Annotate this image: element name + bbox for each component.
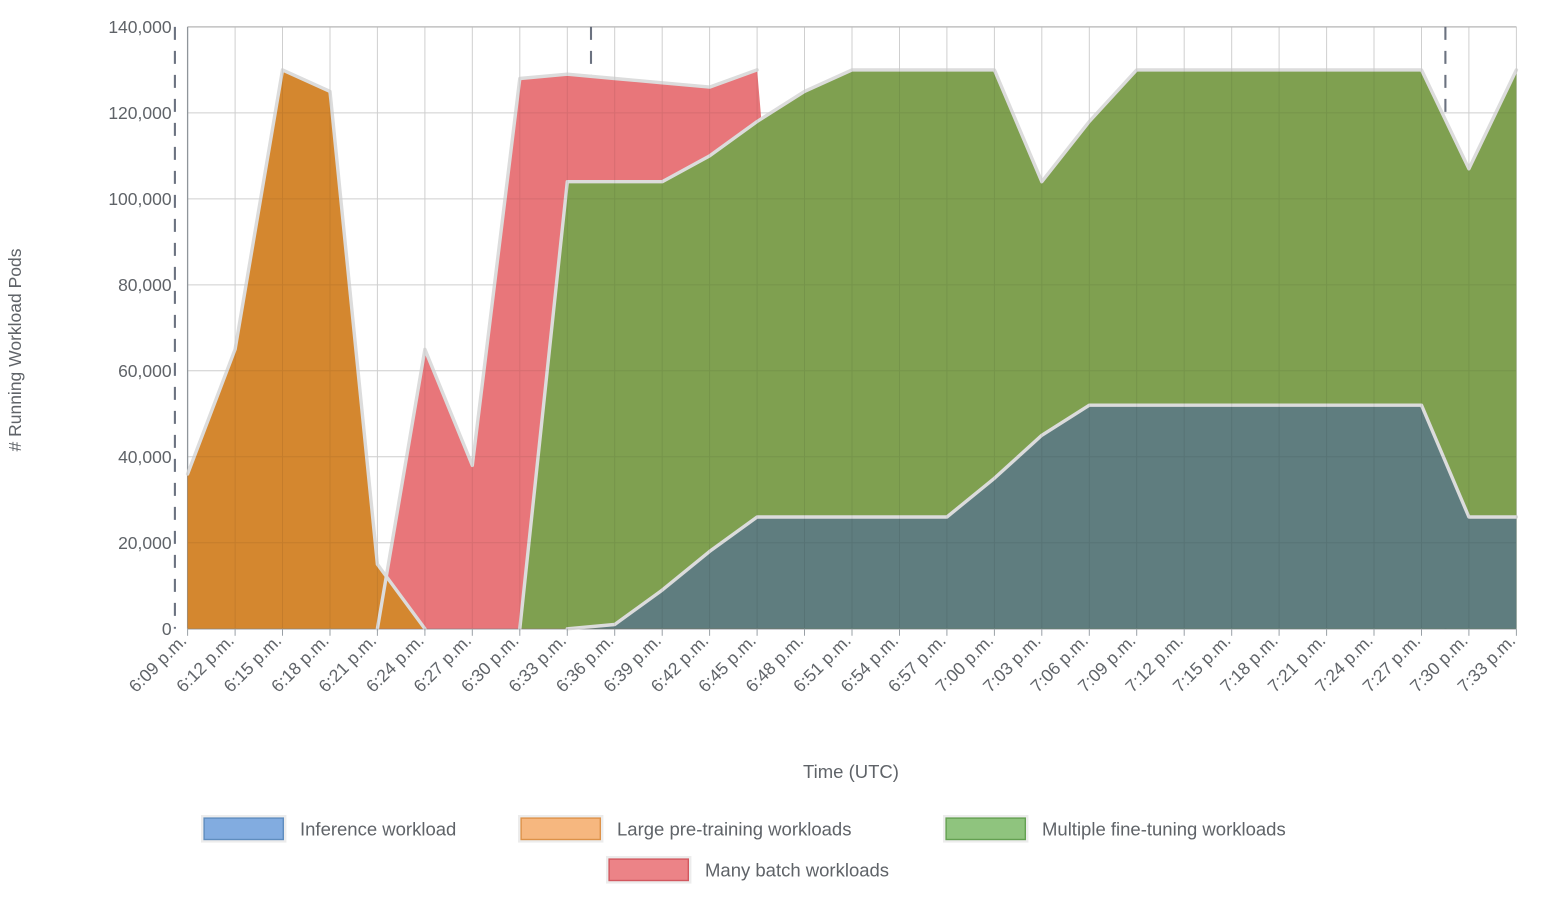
svg-text:20,000: 20,000 [118, 533, 172, 553]
svg-text:140,000: 140,000 [108, 17, 172, 37]
svg-text:0: 0 [162, 619, 172, 639]
svg-text:Inference workload: Inference workload [300, 819, 456, 840]
svg-text:Multiple fine-tuning workloads: Multiple fine-tuning workloads [1042, 819, 1286, 840]
svg-text:# Running Workload Pods: # Running Workload Pods [5, 248, 25, 451]
svg-text:120,000: 120,000 [108, 103, 172, 123]
svg-text:100,000: 100,000 [108, 189, 172, 209]
svg-text:80,000: 80,000 [118, 275, 172, 295]
svg-text:Large pre-training workloads: Large pre-training workloads [617, 819, 851, 840]
svg-text:Time (UTC): Time (UTC) [803, 761, 899, 782]
svg-text:Many batch workloads: Many batch workloads [705, 860, 889, 881]
svg-text:60,000: 60,000 [118, 361, 172, 381]
svg-text:40,000: 40,000 [118, 447, 172, 467]
